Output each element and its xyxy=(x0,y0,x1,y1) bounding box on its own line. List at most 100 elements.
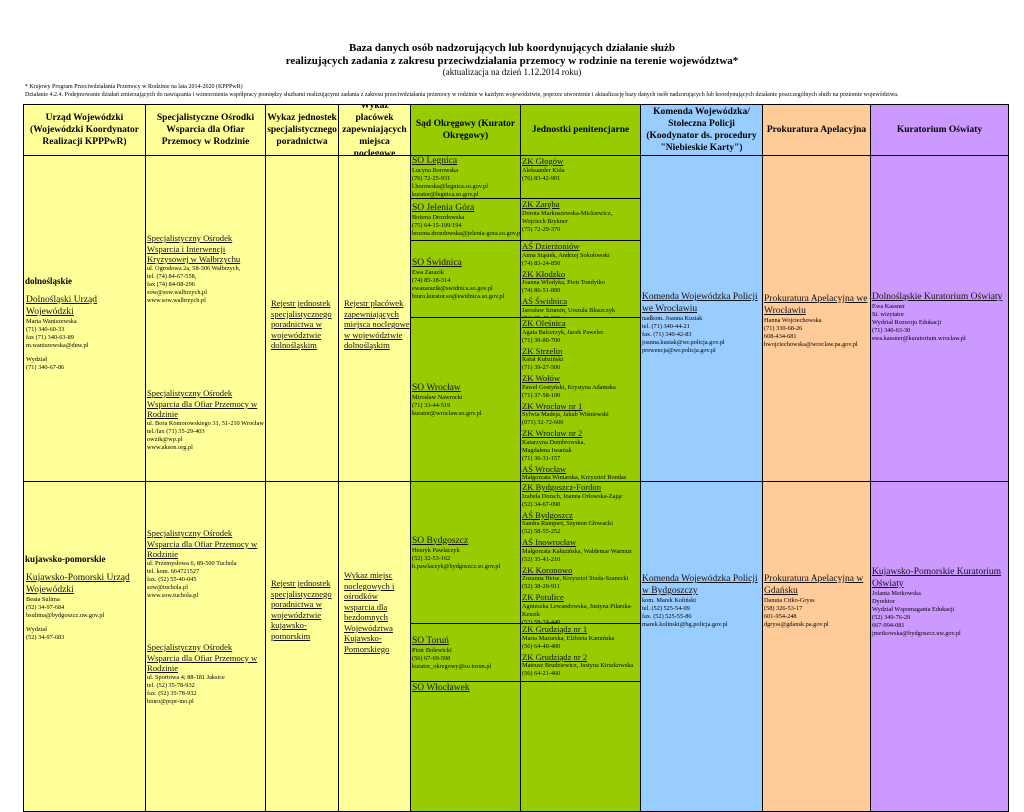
police-hq-link[interactable]: Komenda Wojewódzka Policji we Wrocławiu xyxy=(642,292,758,314)
district-court-detail: kurator@legnica.so.gov.pl xyxy=(412,191,479,198)
penitentiary-unit-detail: Katarzyna Dombrowska, xyxy=(522,438,585,446)
penitentiary-cell: ZK Bydgoszcz-Fordon Izabela Dorsch, Joann… xyxy=(520,481,641,624)
penitentiary-unit-detail: (52) 58-55-252 xyxy=(522,528,561,535)
penitentiary-unit-link[interactable]: ZK Grudziądz nr 1 xyxy=(522,624,588,634)
penitentiary-cell: ZK Oleśnica Agata Balcerzyk, Jacek Pawele… xyxy=(520,317,641,482)
penitentiary-unit-link[interactable]: ZK Strzelin xyxy=(522,345,563,356)
penitentiary-unit-link[interactable]: AŚ Bydgoszcz xyxy=(522,509,573,520)
penitentiary-unit: ZK Koronowo Zuzanna Heise, Krzysztof Siud… xyxy=(521,565,640,592)
police-hq-link[interactable]: Komenda Wojewódzka Policji w Bydgoszczy xyxy=(642,574,758,596)
education-board-detail: Wydział Wspomagania Edukacji xyxy=(872,606,955,613)
support-center-link[interactable]: Specjalistyczny Ośrodek Wsparcia i Inter… xyxy=(147,233,241,264)
penitentiary-unit-detail: Anna Stąsiek, Andrzej Sokołowski xyxy=(522,251,610,259)
penitentiary-unit-detail: (52) 38-20-911 xyxy=(522,583,561,590)
penitentiary-cell: ZK Zaręba Dorota Markuszewska-Mickiewicz,… xyxy=(520,198,641,241)
district-court-link[interactable]: SO Toruń xyxy=(412,635,449,646)
district-court-link[interactable]: SO Bydgoszcz xyxy=(412,535,469,546)
district-court-link[interactable]: SO Wrocław xyxy=(412,382,461,393)
penitentiary-unit-link[interactable]: ZK Wołów xyxy=(522,373,561,383)
penitentiary-unit-link[interactable]: ZK Kłodzko xyxy=(522,268,566,279)
district-court-link[interactable]: SO Legnica xyxy=(412,156,458,166)
education-board: Kujawsko-Pomorskie Kuratorium Oświaty Jol… xyxy=(871,566,1008,638)
penitentiary-unit-detail: Marta Mazurska, Elżbieta Kamińska xyxy=(522,634,615,642)
penitentiary-unit-detail: (56) 64-21-460 xyxy=(522,670,561,677)
support-center-detail: sow@sow.walbrzych.pl xyxy=(147,288,207,296)
penitentiary-unit-detail: (71) 39-80-700 xyxy=(522,336,561,344)
prosecutor-office-detail: (58) 326-53-17 xyxy=(764,605,803,612)
column-header-label: Komenda Wojewódzka/ Stołeczna Policji (K… xyxy=(646,107,757,153)
prosecutor-cell: Prokuratura Apelacyjna w Gdańsku Danuta C… xyxy=(762,481,871,812)
penitentiary-unit: ZK Wrocław nr 1 Sylwia Madeja, Jakub Wiśn… xyxy=(521,401,640,428)
counselling-register-link[interactable]: Rejestr jednostek specjalistycznego pora… xyxy=(271,578,332,641)
voivodeship-office-link[interactable]: Kujawsko-Pomorski Urząd Wojewódzki xyxy=(26,573,130,595)
penitentiary-unit-detail: (76) 83-42-901 xyxy=(522,174,561,182)
penitentiary-unit-link[interactable]: AŚ Wrocław xyxy=(522,463,567,474)
voivodeship-office-link[interactable]: Dolnośląski Urząd Wojewódzki xyxy=(26,295,97,317)
support-center-detail: fax (74) 84-08-296 xyxy=(147,280,195,288)
penitentiary-unit-link[interactable]: ZK Grudziądz nr 2 xyxy=(522,651,588,662)
prosecutor-office-detail: 608-434-681 xyxy=(764,333,797,340)
penitentiary-unit-detail: Aleksander Kida xyxy=(522,166,565,174)
support-center-detail: tel. (74) 84-67-558, xyxy=(147,272,197,280)
district-court-detail: Bożena Drozdowska xyxy=(412,213,465,221)
penitentiary-unit-detail: Kensik xyxy=(522,610,540,618)
penitentiary-unit-detail: Małgorzata Winiarska, Krzysztof Bondas xyxy=(522,474,627,481)
support-centers-cell: Specjalistyczny Ośrodek Wsparcia i Inter… xyxy=(145,155,266,482)
column-header-label: Wykaz jednostek specjalistycznego poradn… xyxy=(267,113,337,147)
penitentiary-unit-link[interactable]: ZK Wrocław nr 2 xyxy=(522,428,583,438)
voivodeship-office-detail: fax (71) 340-63-89 xyxy=(26,334,74,341)
penitentiary-unit-link[interactable]: ZK Głogów xyxy=(522,156,564,166)
penitentiary-unit-detail: Jarosław Szumin, Urszula Błaszczyk xyxy=(522,306,616,314)
column-header-label: Jednostki penitencjarne xyxy=(531,125,630,135)
support-center: Specjalistyczny Ośrodek Wsparcia dla Ofi… xyxy=(146,528,265,600)
district-court: SO Legnica Lucyna Borowska (76) 72-25-931 l… xyxy=(411,156,520,198)
shelters-register-link[interactable]: Wykaz miejsc noclegowych i ośrodków wspa… xyxy=(344,570,395,654)
district-court-link[interactable]: SO Jelenia Góra xyxy=(412,202,475,213)
district-court-detail: Lucyna Borowska xyxy=(412,167,458,174)
penitentiary-unit: ZK Potulice Agnieszka Lewandowska, Justyn… xyxy=(521,592,640,623)
counselling-register-link[interactable]: Rejestr jednostek specjalistycznego pora… xyxy=(271,298,332,350)
penitentiary-unit-link[interactable]: ZK Bydgoszcz-Fordon xyxy=(522,482,602,492)
support-center-detail: fax. (52) 35-78-932 xyxy=(147,689,197,697)
penitentiary-unit-link[interactable]: ZK Oleśnica xyxy=(522,318,566,328)
prosecutor-office-link[interactable]: Prokuratura Apelacyjna we Wrocławiu xyxy=(764,294,868,316)
voivodeship-office-detail: (71) 340-60-33 xyxy=(26,326,65,333)
police-hq-detail: joanna.kusiak@wr.policja.gov.pl xyxy=(642,339,725,346)
prosecutor-office-link[interactable]: Prokuratura Apelacyjna w Gdańsku xyxy=(764,574,864,596)
education-board-link[interactable]: Kujawsko-Pomorskie Kuratorium Oświaty xyxy=(872,567,1002,589)
penitentiary-unit-link[interactable]: AŚ Świdnica xyxy=(522,296,568,306)
support-center-link[interactable]: Specjalistyczny Ośrodek Wsparcia dla Ofi… xyxy=(147,642,258,673)
column-header: Komenda Wojewódzka/ Stołeczna Policji (K… xyxy=(640,104,763,156)
penitentiary-unit-link[interactable]: AŚ Dzierżoniów xyxy=(522,241,580,251)
penitentiary-unit-link[interactable]: ZK Wrocław nr 1 xyxy=(522,400,583,411)
penitentiary-unit-link[interactable]: ZK Potulice xyxy=(522,592,564,602)
district-court: SO Włocławek xyxy=(411,682,520,694)
voivodeship-office-detail: m.waniszewska@duw.pl xyxy=(26,342,89,349)
support-center-link[interactable]: Specjalistyczny Ośrodek Wsparcia dla Ofi… xyxy=(147,528,258,559)
education-board-link[interactable]: Dolnośląskie Kuratorium Oświaty xyxy=(872,292,1003,302)
police-hq-detail: fax. (71) 340-42-83 xyxy=(642,331,692,338)
support-center-detail: ul. Sportowa 4; 88-181 Jaksice xyxy=(147,673,225,681)
penitentiary-unit: AŚ Bydgoszcz Sandra Rumpert, Szymon Głowa… xyxy=(521,510,640,537)
district-court-link[interactable]: SO Świdnica xyxy=(412,258,462,268)
penitentiary-unit-link[interactable]: AŚ Inowrocław xyxy=(522,537,577,547)
penitentiary-unit: AŚ Wrocław Małgorzata Winiarska, Krzyszto… xyxy=(521,463,640,482)
penitentiary-unit-detail: (52) 35-41-210 xyxy=(522,555,561,563)
education-board-detail: ewa.kassner@kuratorium.wroclaw.pl xyxy=(872,335,966,342)
penitentiary-unit: ZK Grudziądz nr 1 Marta Mazurska, Elżbiet… xyxy=(521,624,640,651)
district-court-cell: SO Włocławek xyxy=(410,681,521,812)
page-subtitle: (aktualizacja na dzień 1.12.2014 roku) xyxy=(442,67,582,77)
education-board-detail: Dyrektor xyxy=(872,598,895,605)
penitentiary-unit: ZK Głogów Aleksander Kida (76) 83-42-901 xyxy=(521,156,640,183)
counselling-cell: Rejestr jednostek specjalistycznego pora… xyxy=(265,155,339,482)
penitentiary-unit-link[interactable]: ZK Koronowo xyxy=(522,564,573,575)
education-board-detail: St. wizytator xyxy=(872,311,905,318)
district-court-detail: h.pawlaczyk@bydgoszcz.so.gov.pl xyxy=(412,562,501,570)
region-name: dolnośląskie xyxy=(25,276,73,286)
penitentiary-unit-detail: (56) 64-40-400 xyxy=(522,642,561,650)
district-court-link[interactable]: SO Włocławek xyxy=(412,683,470,693)
support-center-link[interactable]: Specjalistyczny Ośrodek Wsparcia dla Ofi… xyxy=(147,388,258,419)
shelters-register-link[interactable]: Rejestr placówek zapewniających miejsca … xyxy=(344,298,410,350)
page-title-line2: realizujących zadania z zakresu przeciwd… xyxy=(285,55,739,67)
penitentiary-unit-link[interactable]: ZK Zaręba xyxy=(522,199,560,209)
